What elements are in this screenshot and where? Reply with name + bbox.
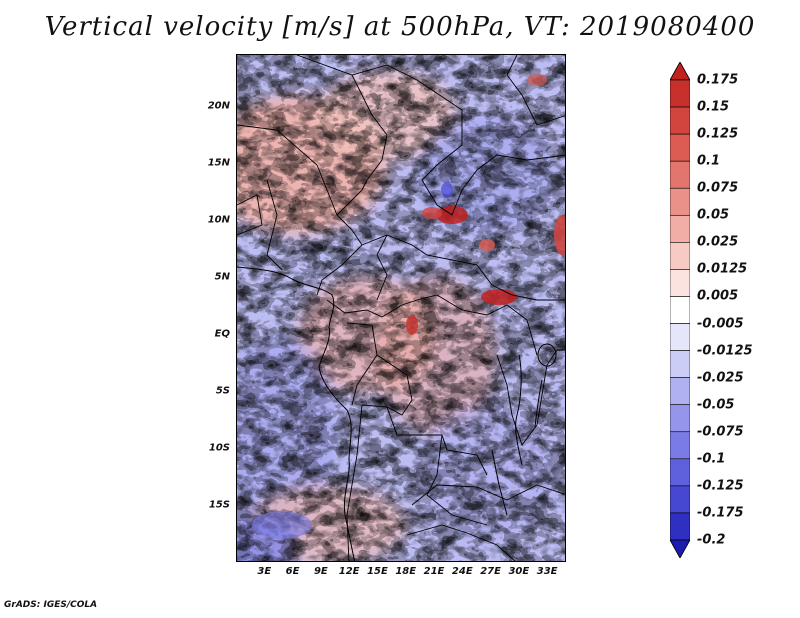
colorbar-swatch (670, 242, 690, 270)
colorbar-label: -0.0125 (697, 343, 753, 359)
lat-tick-label: 10S (208, 442, 230, 454)
colorbar-swatch (670, 512, 690, 541)
map-panel (236, 54, 566, 562)
colorbar-label: 0.025 (697, 234, 739, 250)
colorbar-swatch (670, 79, 690, 108)
lon-tick-label: 21E (423, 566, 445, 577)
colorbar-label: -0.175 (697, 505, 744, 521)
lat-tick-label: EQ (214, 328, 230, 340)
grads-credit: GrADS: IGES/COLA (4, 600, 98, 610)
colorbar-swatch (670, 485, 690, 514)
colorbar-swatch (670, 133, 690, 162)
colorbar-label: -0.05 (697, 397, 735, 413)
colorbar-label: 0.1 (697, 153, 721, 169)
colorbar-label: 0.15 (697, 99, 730, 115)
colorbar-swatch (670, 106, 690, 135)
colorbar-label: -0.075 (697, 424, 744, 440)
lon-tick-label: 33E (536, 566, 558, 577)
colorbar-label: 0.175 (697, 72, 739, 88)
colorbar-swatch (670, 404, 690, 433)
lon-tick-label: 27E (480, 566, 501, 577)
colorbar-label: -0.025 (697, 370, 744, 386)
lon-tick-label: 24E (451, 566, 473, 577)
colorbar-swatch (670, 214, 690, 243)
lat-tick-label: 15N (207, 157, 230, 169)
colorbar-label: -0.1 (697, 451, 726, 467)
colorbar-label: -0.125 (697, 478, 744, 494)
colorbar-label: 0.0125 (697, 261, 748, 277)
colorbar-label: 0.075 (697, 180, 739, 196)
colorbar-swatch (670, 539, 690, 558)
lon-tick-label: 9E (313, 566, 328, 577)
colorbar-swatch (670, 187, 690, 216)
colorbar-swatch (670, 350, 690, 378)
colorbar-swatch (670, 377, 690, 406)
lon-tick-label: 18E (395, 566, 417, 577)
colorbar (670, 62, 690, 558)
lon-tick-label: 12E (338, 566, 360, 577)
lat-tick-label: 5N (214, 271, 230, 283)
lakes (491, 343, 557, 516)
map-title: Vertical velocity [m/s] at 500hPa, VT: 2… (44, 12, 756, 42)
lat-tick-label: 10N (207, 214, 230, 226)
colorbar-swatch (670, 62, 690, 81)
colorbar-swatch (670, 323, 690, 351)
colorbar-label: -0.2 (697, 532, 726, 548)
lat-tick-label: 15S (208, 499, 230, 511)
coastline (237, 266, 356, 561)
colorbar-label: 0.05 (697, 207, 730, 223)
colorbar-swatch (670, 458, 690, 487)
lat-tick-label: 20N (207, 100, 230, 112)
lon-tick-label: 15E (367, 566, 388, 577)
colorbar-swatch (670, 269, 690, 297)
lon-tick-label: 6E (285, 566, 300, 577)
strong-updraft-cells (252, 74, 565, 539)
vertical-velocity-field (237, 55, 565, 561)
colorbar-label: -0.005 (697, 316, 744, 332)
lon-tick-label: 30E (508, 566, 530, 577)
lat-tick-label: 5S (215, 385, 230, 397)
colorbar-label: 0.125 (697, 126, 739, 142)
colorbar-swatch (670, 160, 690, 189)
lon-tick-label: 3E (257, 566, 272, 577)
colorbar-swatch (670, 431, 690, 460)
field-white-streaks (237, 55, 565, 561)
colorbar-swatch (670, 296, 690, 324)
colorbar-label: 0.005 (697, 288, 739, 304)
country-borders (237, 55, 565, 561)
